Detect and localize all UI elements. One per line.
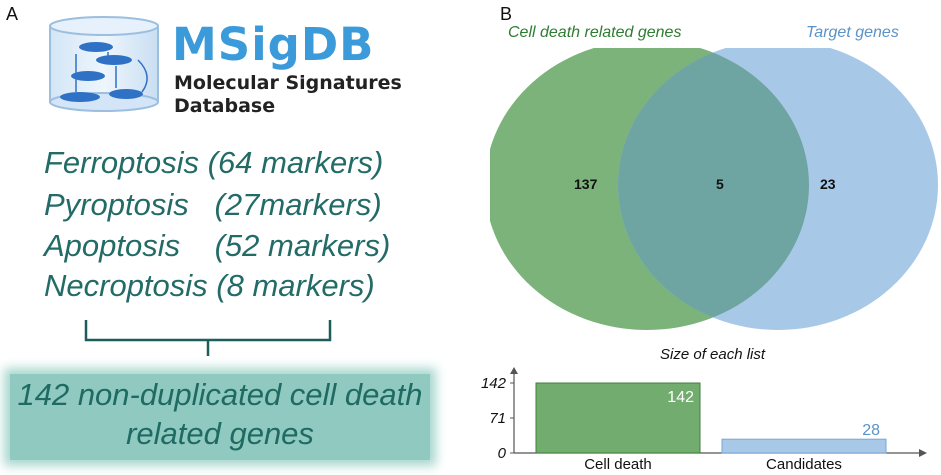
y-tick-label: 0	[498, 445, 507, 462]
marker-apoptosis: Apoptosis (52 markers)	[44, 228, 391, 263]
chart-title: Size of each list	[660, 346, 766, 363]
venn-left-title: Cell death related genes	[508, 24, 682, 41]
y-tick-label: 71	[489, 410, 506, 427]
result-line1: 142 non-duplicated cell death	[17, 377, 423, 412]
database-cylinder-icon	[49, 16, 159, 112]
bar-cell-death	[535, 382, 701, 454]
venn-right-title: Target genes	[806, 24, 899, 41]
size-bar-chart: 0 71 142 142 Cell death 28 Candidates	[481, 367, 927, 473]
x-axis-arrow	[919, 449, 927, 457]
merge-bracket	[84, 320, 332, 356]
venn-count-right: 23	[820, 176, 836, 192]
msigdb-title: MSigDB	[172, 18, 375, 71]
x-category-label: Cell death	[584, 456, 652, 473]
panel-a-label: A	[6, 4, 19, 24]
panel-b-label: B	[500, 4, 513, 24]
marker-necroptosis: Necroptosis (8 markers)	[44, 268, 375, 303]
venn-overlap	[618, 48, 809, 330]
y-tick-label: 142	[481, 375, 507, 392]
msigdb-subtitle-line2: Database	[174, 95, 276, 117]
result-box: 142 non-duplicated cell death related ge…	[10, 374, 430, 460]
marker-ferroptosis: Ferroptosis (64 markers)	[44, 145, 384, 180]
venn-count-overlap: 5	[716, 176, 724, 192]
venn-diagram	[490, 48, 938, 330]
x-category-label: Candidates	[766, 456, 842, 473]
bar-candidates	[721, 438, 887, 454]
marker-pyroptosis: Pyroptosis (27markers)	[44, 187, 382, 222]
venn-count-left: 137	[574, 176, 598, 192]
bar-value-label: 28	[862, 422, 880, 439]
y-axis-arrow	[510, 367, 518, 374]
msigdb-subtitle-line1: Molecular Signatures	[174, 72, 402, 94]
bar-value-label: 142	[667, 389, 694, 406]
result-line2: related genes	[126, 416, 314, 451]
